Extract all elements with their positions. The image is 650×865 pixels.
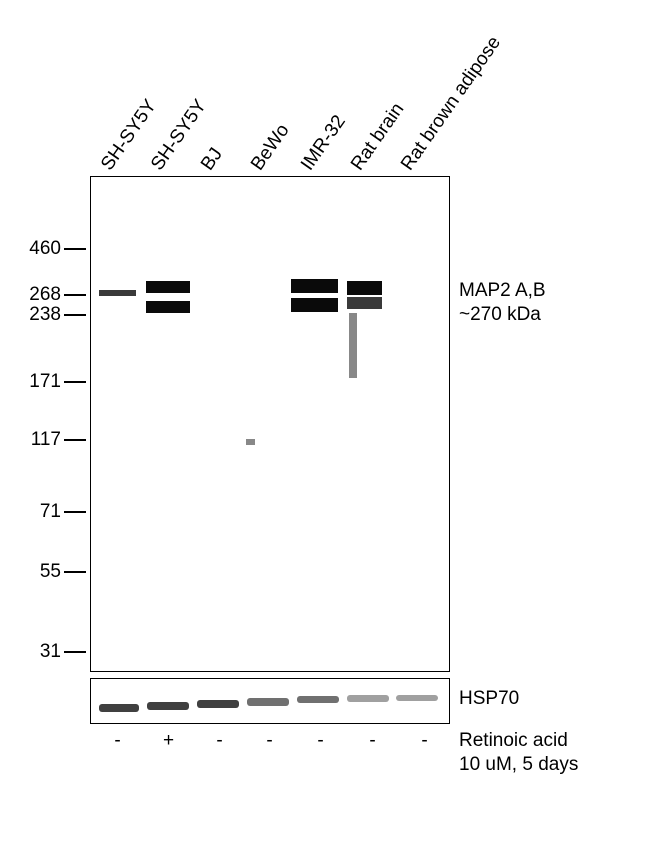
treatment-3: - <box>212 730 227 752</box>
mw-tick-238 <box>64 314 86 316</box>
treatment-conc: 10 uM, 5 days <box>459 754 578 776</box>
mw-tick-171 <box>64 381 86 383</box>
mw-tick-117 <box>64 439 86 441</box>
hsp70-label: HSP70 <box>459 688 519 710</box>
band-lane5-lower <box>291 298 338 312</box>
hsp-lane7 <box>396 695 438 701</box>
hsp-lane1 <box>99 704 139 712</box>
band-lane2-lower <box>146 301 190 313</box>
mw-tick-55 <box>64 571 86 573</box>
mw-31: 31 <box>25 641 61 663</box>
treatment-7: - <box>417 730 432 752</box>
lane-label-4: BeWo <box>247 120 295 175</box>
band-lane2-upper <box>146 281 190 293</box>
mw-tick-71 <box>64 511 86 513</box>
target-name: MAP2 A,B <box>459 280 546 302</box>
band-lane6-lower <box>347 297 382 309</box>
target-mw: ~270 kDa <box>459 304 541 326</box>
treatment-name: Retinoic acid <box>459 730 568 752</box>
hsp-lane4 <box>247 698 289 706</box>
treatment-6: - <box>365 730 380 752</box>
band-lane1 <box>99 290 136 296</box>
main-blot-membrane <box>90 176 450 672</box>
mw-238: 238 <box>25 304 61 326</box>
band-lane6-upper <box>347 281 382 295</box>
lane-label-5: IMR-32 <box>297 111 351 175</box>
mw-55: 55 <box>25 561 61 583</box>
hsp-lane6 <box>347 695 389 702</box>
treatment-5: - <box>313 730 328 752</box>
mw-268: 268 <box>25 284 61 306</box>
mw-460: 460 <box>25 238 61 260</box>
western-blot-figure: SH-SY5Y SH-SY5Y BJ BeWo IMR-32 Rat brain… <box>0 0 650 865</box>
mw-71: 71 <box>25 501 61 523</box>
treatment-4: - <box>262 730 277 752</box>
hsp-lane2 <box>147 702 189 710</box>
mw-tick-460 <box>64 248 86 250</box>
mw-171: 171 <box>25 371 61 393</box>
mw-tick-268 <box>64 294 86 296</box>
hsp-lane5 <box>297 696 339 703</box>
band-lane4-spot <box>246 439 255 445</box>
lane-label-7: Rat brown adipose <box>397 33 506 175</box>
lane-label-3: BJ <box>197 144 228 175</box>
mw-117: 117 <box>25 429 61 451</box>
mw-tick-31 <box>64 651 86 653</box>
loading-control-blot <box>90 678 450 724</box>
band-lane6-streak <box>349 313 357 378</box>
band-lane5-upper <box>291 279 338 293</box>
treatment-2: + <box>161 730 176 752</box>
treatment-1: - <box>110 730 125 752</box>
hsp-lane3 <box>197 700 239 708</box>
